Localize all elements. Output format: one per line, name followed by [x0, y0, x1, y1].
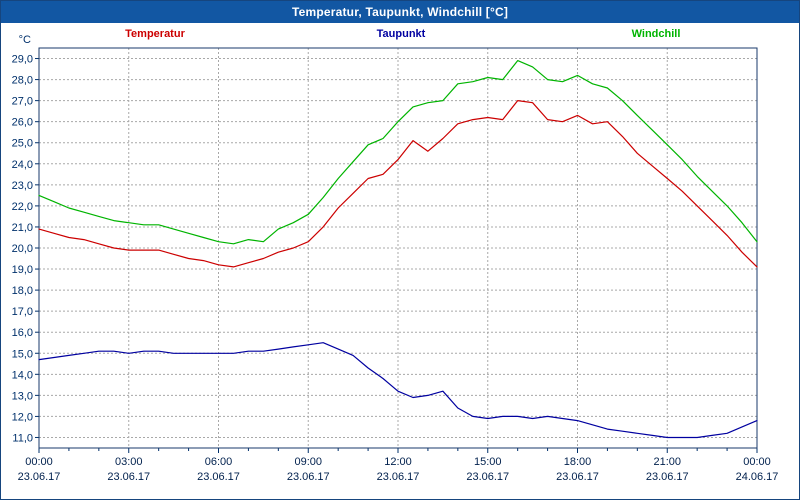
svg-text:22,0: 22,0 [12, 201, 33, 213]
svg-text:16,0: 16,0 [12, 327, 33, 339]
svg-text:23,0: 23,0 [12, 180, 33, 192]
svg-text:27,0: 27,0 [12, 96, 33, 108]
legend-windchill: Windchill [631, 28, 681, 40]
svg-text:15,0: 15,0 [12, 348, 33, 360]
chart-title: Temperatur, Taupunkt, Windchill [°C] [291, 5, 509, 19]
svg-text:24,0: 24,0 [12, 159, 33, 171]
svg-text:21:00: 21:00 [653, 456, 681, 468]
svg-text:24.06.17: 24.06.17 [736, 471, 779, 483]
svg-text:00:00: 00:00 [25, 456, 53, 468]
svg-text:18:00: 18:00 [564, 456, 592, 468]
svg-text:12:00: 12:00 [384, 456, 412, 468]
svg-text:21,0: 21,0 [12, 222, 33, 234]
svg-text:15:00: 15:00 [474, 456, 502, 468]
svg-text:28,0: 28,0 [12, 75, 33, 87]
svg-text:25,0: 25,0 [12, 138, 33, 150]
legend-taupunkt: Taupunkt [376, 28, 426, 40]
svg-text:11,0: 11,0 [12, 432, 33, 444]
svg-text:23.06.17: 23.06.17 [197, 471, 240, 483]
svg-text:23.06.17: 23.06.17 [466, 471, 509, 483]
svg-text:13,0: 13,0 [12, 390, 33, 402]
svg-text:09:00: 09:00 [294, 456, 322, 468]
svg-text:23.06.17: 23.06.17 [646, 471, 689, 483]
svg-text:14,0: 14,0 [12, 369, 33, 381]
svg-text:23.06.17: 23.06.17 [18, 471, 61, 483]
svg-text:20,0: 20,0 [12, 243, 33, 255]
svg-text:17,0: 17,0 [12, 306, 33, 318]
window-titlebar: Temperatur, Taupunkt, Windchill [°C] [1, 1, 799, 23]
svg-text:06:00: 06:00 [205, 456, 233, 468]
svg-text:19,0: 19,0 [12, 264, 33, 276]
svg-text:12,0: 12,0 [12, 411, 33, 423]
svg-text:03:00: 03:00 [115, 456, 143, 468]
legend-temperatur: Temperatur [125, 28, 185, 40]
svg-text:18,0: 18,0 [12, 285, 33, 297]
svg-text:°C: °C [19, 34, 31, 46]
svg-text:23.06.17: 23.06.17 [287, 471, 330, 483]
svg-text:29,0: 29,0 [12, 54, 33, 66]
svg-text:23.06.17: 23.06.17 [556, 471, 599, 483]
svg-text:23.06.17: 23.06.17 [107, 471, 150, 483]
svg-text:23.06.17: 23.06.17 [377, 471, 420, 483]
svg-text:00:00: 00:00 [743, 456, 771, 468]
svg-text:26,0: 26,0 [12, 117, 33, 129]
